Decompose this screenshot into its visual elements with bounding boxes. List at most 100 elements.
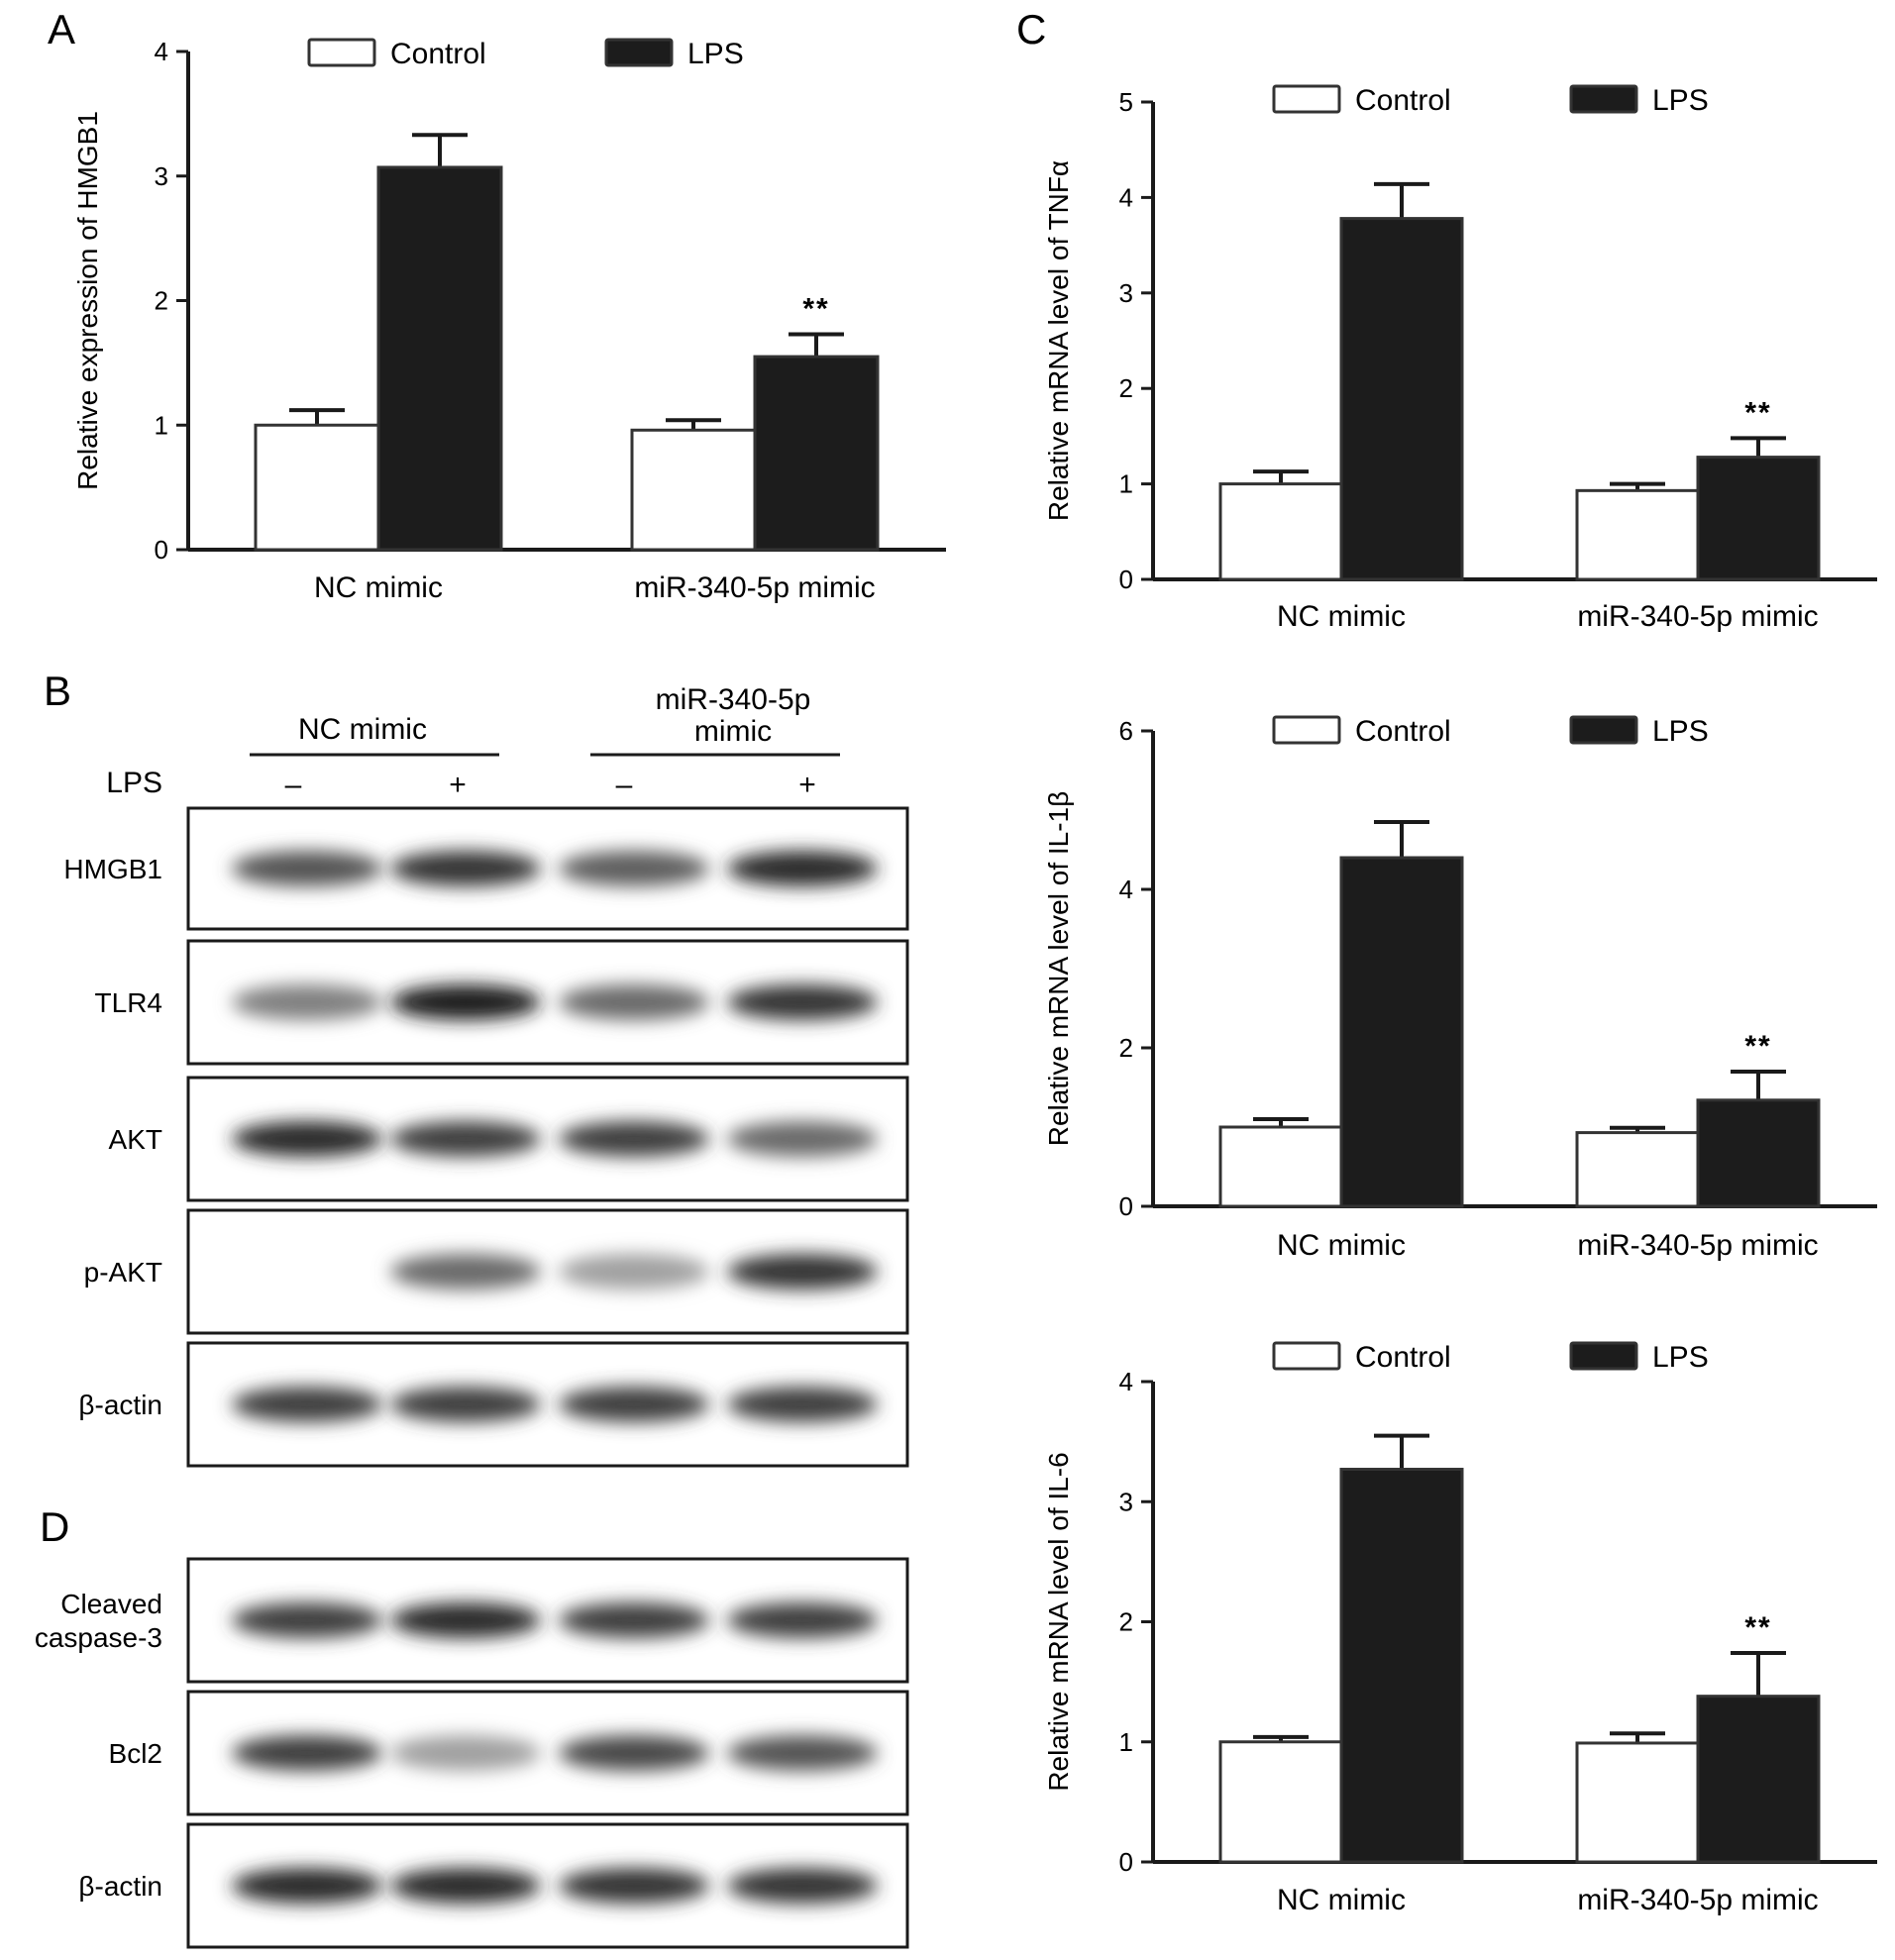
bar-lps-2 xyxy=(1696,456,1821,581)
blot-band xyxy=(727,851,878,886)
blot-row-β-actin: β-actin xyxy=(78,1822,909,1949)
blot-band xyxy=(559,1121,709,1157)
legend-label-control: Control xyxy=(1355,715,1451,748)
legend-label-lps: LPS xyxy=(687,38,744,70)
legend-swatch-lps xyxy=(1569,84,1638,114)
legend-swatch-control xyxy=(1272,715,1341,745)
category-label: NC mimic xyxy=(314,571,443,604)
panel-letter-c: C xyxy=(1016,6,1046,52)
blot-band xyxy=(727,1121,878,1157)
blot-band xyxy=(390,1602,541,1638)
legend: Control LPS xyxy=(1272,84,1709,117)
blot-band xyxy=(559,1254,709,1289)
blot-row-β-actin: β-actin xyxy=(78,1341,909,1468)
blot-band xyxy=(232,1868,382,1904)
lps-row-label: LPS xyxy=(106,767,162,799)
legend-label-control: Control xyxy=(1355,84,1451,117)
blot-row-label: Cleaved xyxy=(60,1589,162,1619)
lps-sign: – xyxy=(285,769,302,801)
blot-group-label: NC mimic xyxy=(298,713,427,746)
blot-band xyxy=(559,1735,709,1771)
bar-control-1 xyxy=(1218,482,1343,581)
blot-band xyxy=(390,851,541,886)
significance-mark: ** xyxy=(1744,1611,1771,1644)
legend: Control LPS xyxy=(1272,715,1709,748)
blot-row-label: AKT xyxy=(109,1124,162,1155)
blot-row-akt: AKT xyxy=(109,1076,909,1202)
blot-band xyxy=(727,1735,878,1771)
blot-band xyxy=(727,1254,878,1289)
category-label: miR-340-5p mimic xyxy=(1577,1884,1818,1916)
blot-band xyxy=(727,1868,878,1904)
blot-row-label: p-AKT xyxy=(84,1257,162,1288)
y-tick-label: 2 xyxy=(1119,1033,1133,1063)
y-tick-label: 5 xyxy=(1119,87,1133,117)
y-tick-label: 0 xyxy=(1119,1191,1133,1221)
blot-band xyxy=(390,1735,541,1771)
blot-row-label: β-actin xyxy=(78,1871,162,1902)
y-tick-label: 4 xyxy=(155,37,168,66)
blot-band xyxy=(390,1387,541,1422)
bar-lps-2 xyxy=(1696,1695,1821,1864)
category-label: miR-340-5p mimic xyxy=(1577,600,1818,633)
bar-chart-c1: 0 1 2 3 4 5 Relative mRNA level of TNFα NC mimi… xyxy=(1043,84,1877,633)
category-label: NC mimic xyxy=(1277,600,1406,633)
blot-band xyxy=(559,1387,709,1422)
blot-band xyxy=(727,1387,878,1422)
y-tick-label: 2 xyxy=(1119,373,1133,403)
bar-lps-2 xyxy=(753,355,880,552)
y-tick-label: 6 xyxy=(1119,716,1133,746)
bar-lps-2 xyxy=(1696,1098,1821,1208)
blot-band xyxy=(232,984,382,1020)
y-tick-label: 2 xyxy=(155,286,168,316)
lps-sign: + xyxy=(449,769,467,801)
y-tick-label: 4 xyxy=(1119,1367,1133,1396)
blot-band xyxy=(727,1602,878,1638)
blot-row-label: caspase-3 xyxy=(35,1622,162,1653)
bar-lps-1 xyxy=(376,165,503,552)
blot-row-hmgb1: HMGB1 xyxy=(63,806,909,931)
category-label: NC mimic xyxy=(1277,1229,1406,1262)
legend-swatch-control xyxy=(1272,84,1341,114)
y-tick-label: 3 xyxy=(1119,278,1133,308)
panel-letter-d: D xyxy=(40,1503,69,1550)
legend-swatch-lps xyxy=(604,38,674,67)
y-tick-label: 0 xyxy=(155,535,168,565)
bar-control-2 xyxy=(1575,488,1700,581)
legend-swatch-lps xyxy=(1569,715,1638,745)
legend-swatch-control xyxy=(307,38,376,67)
blot-band xyxy=(559,1602,709,1638)
category-label: miR-340-5p mimic xyxy=(634,571,875,604)
blot-band xyxy=(232,1121,382,1157)
significance-mark: ** xyxy=(1744,396,1771,429)
y-axis-label: Relative mRNA level of IL-1β xyxy=(1043,791,1074,1146)
y-tick-label: 0 xyxy=(1119,1847,1133,1877)
significance-mark: ** xyxy=(802,292,829,325)
bar-control-2 xyxy=(1575,1131,1700,1208)
legend: Control LPS xyxy=(307,38,744,70)
y-tick-label: 3 xyxy=(155,161,168,191)
y-tick-label: 4 xyxy=(1119,875,1133,904)
blot-band xyxy=(390,984,541,1020)
blot-row-label: TLR4 xyxy=(95,987,162,1018)
bar-lps-1 xyxy=(1339,217,1464,581)
blot-band xyxy=(559,851,709,886)
blot-row-p-akt: p-AKT xyxy=(84,1208,909,1335)
bar-lps-1 xyxy=(1339,856,1464,1208)
legend-label-control: Control xyxy=(1355,1341,1451,1374)
charts-layer: 0 1 2 3 4 Relative expression of HMGB1 NC mimi… xyxy=(72,37,1877,1916)
y-tick-label: 4 xyxy=(1119,182,1133,212)
y-tick-label: 1 xyxy=(1119,1727,1133,1757)
blot-row-label: HMGB1 xyxy=(63,854,162,884)
legend-label-control: Control xyxy=(390,38,486,70)
y-tick-label: 1 xyxy=(155,410,168,440)
y-tick-label: 3 xyxy=(1119,1487,1133,1516)
blot-row-bcl2: Bcl2 xyxy=(109,1690,909,1816)
bar-chart-a: 0 1 2 3 4 Relative expression of HMGB1 NC mimi… xyxy=(72,37,946,604)
y-axis-label: Relative expression of HMGB1 xyxy=(72,111,103,490)
bar-control-1 xyxy=(1218,1740,1343,1864)
blot-band xyxy=(559,984,709,1020)
